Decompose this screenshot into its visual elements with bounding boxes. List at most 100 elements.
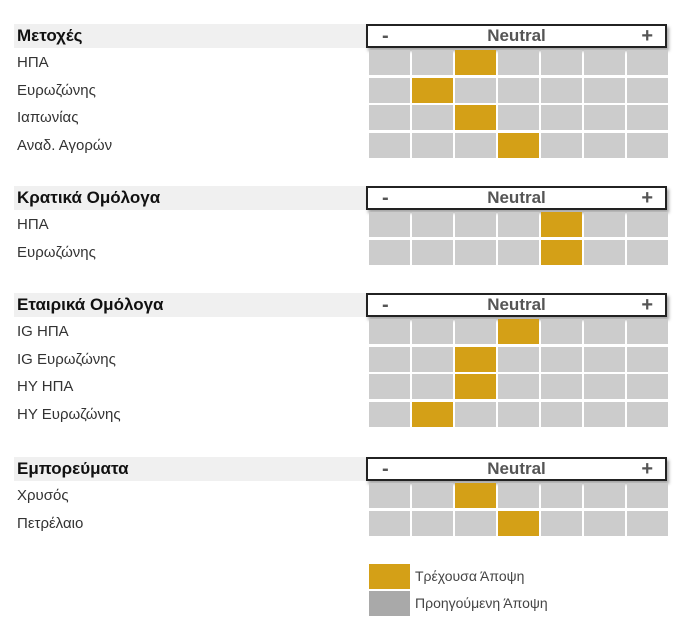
scale-cell [369,212,410,237]
row-label: Αναδ. Αγορών [17,136,113,154]
scale-cell [541,346,582,372]
scale-cell [627,132,668,158]
scale-cell [541,374,582,399]
scale-cell [412,346,453,372]
legend-swatch [369,564,410,589]
section-title: Εμπορεύματα [14,457,366,481]
scale-cell [541,50,582,75]
scale-plus-label: + [641,25,653,47]
current-view-cell [455,483,496,508]
scale-cell [369,239,410,265]
scale-header: Neutral - + [366,293,667,317]
scale-cell [541,510,582,536]
scale-cell [627,50,668,75]
legend-swatch [369,591,410,616]
scale-neutral-label: Neutral [487,26,546,45]
current-view-cell [498,510,539,536]
scale-cell [369,401,410,427]
scale-cell [455,132,496,158]
scale-cell [455,510,496,536]
row-label: Χρυσός [17,487,69,504]
scale-cell [369,132,410,158]
scale-plus-label: + [641,294,653,316]
current-view-cell [541,239,582,265]
scale-cell [584,346,625,372]
scale-cell [584,212,625,237]
scale-cell [584,401,625,427]
scale-cell [455,401,496,427]
row-label: Ευρωζώνης [17,81,96,99]
scale-header: Neutral - + [366,24,667,48]
scale-cell [627,105,668,130]
scale-cell [498,346,539,372]
scale-cell [498,212,539,237]
legend-label: Τρέχουσα Άποψη [415,568,525,584]
scale-cell [455,212,496,237]
scale-cell [498,105,539,130]
scale-minus-label: - [382,294,389,316]
scale-cell [369,374,410,399]
scale-cell [412,239,453,265]
scale-cell [412,105,453,130]
scale-cell [412,510,453,536]
scale-cell [541,319,582,344]
scale-cell [498,374,539,399]
current-view-cell [412,401,453,427]
scale-cell [627,239,668,265]
scale-cell [498,77,539,103]
current-view-cell [455,346,496,372]
section-title: Κρατικά Ομόλογα [14,186,366,210]
scale-cell [369,510,410,536]
scale-cell [369,319,410,344]
scale-cell [455,319,496,344]
section-title: Εταιρικά Ομόλογα [14,293,366,317]
scale-cell [412,132,453,158]
scale-cell [627,77,668,103]
scale-header: Neutral - + [366,457,667,481]
current-view-cell [541,212,582,237]
scale-cell [541,105,582,130]
scale-cell [584,510,625,536]
current-view-cell [455,374,496,399]
legend-label: Προηγούμενη Άποψη [415,595,548,611]
row-label: HY ΗΠΑ [17,378,74,395]
scale-cell [627,401,668,427]
scale-cell [369,346,410,372]
current-view-cell [498,319,539,344]
scale-cell [498,239,539,265]
row-label: ΗΠΑ [17,54,49,71]
scale-cell [541,77,582,103]
row-label: Ευρωζώνης [17,243,96,261]
scale-cell [584,239,625,265]
row-label: HY Ευρωζώνης [17,405,121,423]
current-view-cell [455,105,496,130]
scale-cell [541,132,582,158]
row-label: IG Ευρωζώνης [17,350,116,368]
scale-cell [369,77,410,103]
scale-cell [541,401,582,427]
scale-cell [627,319,668,344]
scale-cell [455,77,496,103]
row-label: IG ΗΠΑ [17,323,69,340]
scale-cell [455,239,496,265]
scale-cell [584,105,625,130]
scale-cell [627,346,668,372]
scale-cell [584,50,625,75]
scale-cell [412,319,453,344]
scale-cell [498,50,539,75]
scale-minus-label: - [382,187,389,209]
scale-cell [369,50,410,75]
scale-cell [584,319,625,344]
scale-cell [584,132,625,158]
scale-neutral-label: Neutral [487,188,546,207]
row-label: Ιαπωνίας [17,109,79,126]
section-title: Μετοχές [14,24,366,48]
scale-cell [541,483,582,508]
scale-cell [627,212,668,237]
scale-neutral-label: Neutral [487,295,546,314]
scale-cell [627,510,668,536]
scale-minus-label: - [382,25,389,47]
row-label: Πετρέλαιο [17,514,84,532]
scale-cell [498,401,539,427]
scale-cell [498,483,539,508]
